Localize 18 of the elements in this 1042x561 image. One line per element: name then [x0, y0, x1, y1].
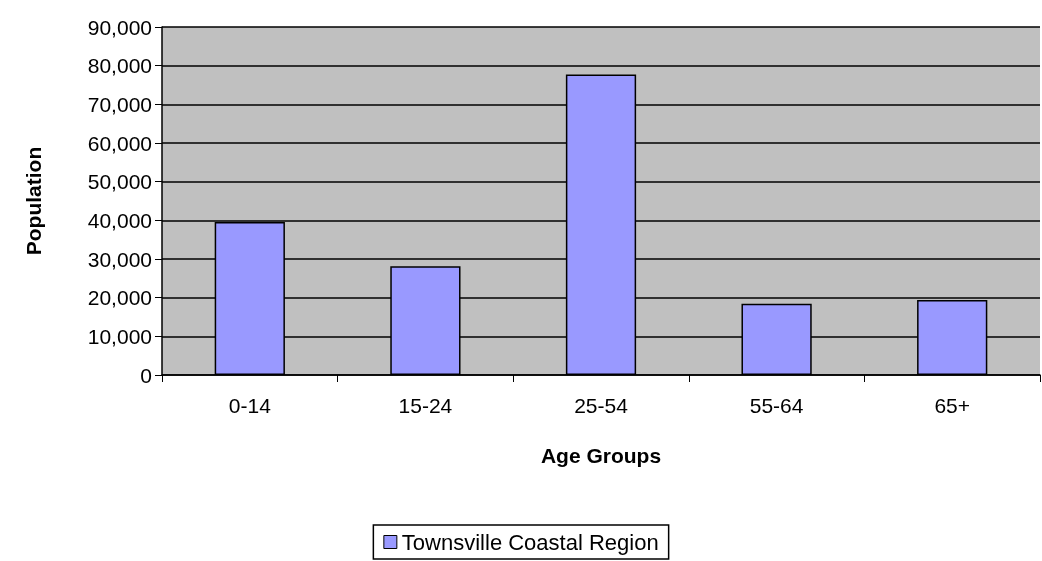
y-tick-label: 30,000: [87, 247, 152, 271]
y-tick-label: 60,000: [87, 131, 152, 155]
y-tick-label: 40,000: [87, 208, 152, 232]
y-tick-label: 10,000: [87, 324, 152, 348]
y-tick-label: 0: [140, 363, 152, 387]
y-tick-label: 70,000: [87, 92, 152, 116]
y-tick-label: 50,000: [87, 170, 152, 194]
x-tick-label: 15-24: [398, 394, 453, 417]
x-tick-label: 0-14: [228, 394, 272, 417]
x-tick-label: 25-54: [574, 394, 629, 417]
legend-label: Townsville Coastal Region: [401, 529, 659, 555]
y-tick-label: 80,000: [87, 54, 152, 78]
x-tick-label: 55-64: [749, 394, 804, 417]
y-axis-title: Population: [22, 146, 45, 256]
x-tick-label: 65+: [934, 394, 971, 417]
x-axis-title: Age Groups: [540, 444, 662, 467]
y-tick-label: 20,000: [87, 286, 152, 310]
y-tick-label: 90,000: [87, 15, 152, 39]
